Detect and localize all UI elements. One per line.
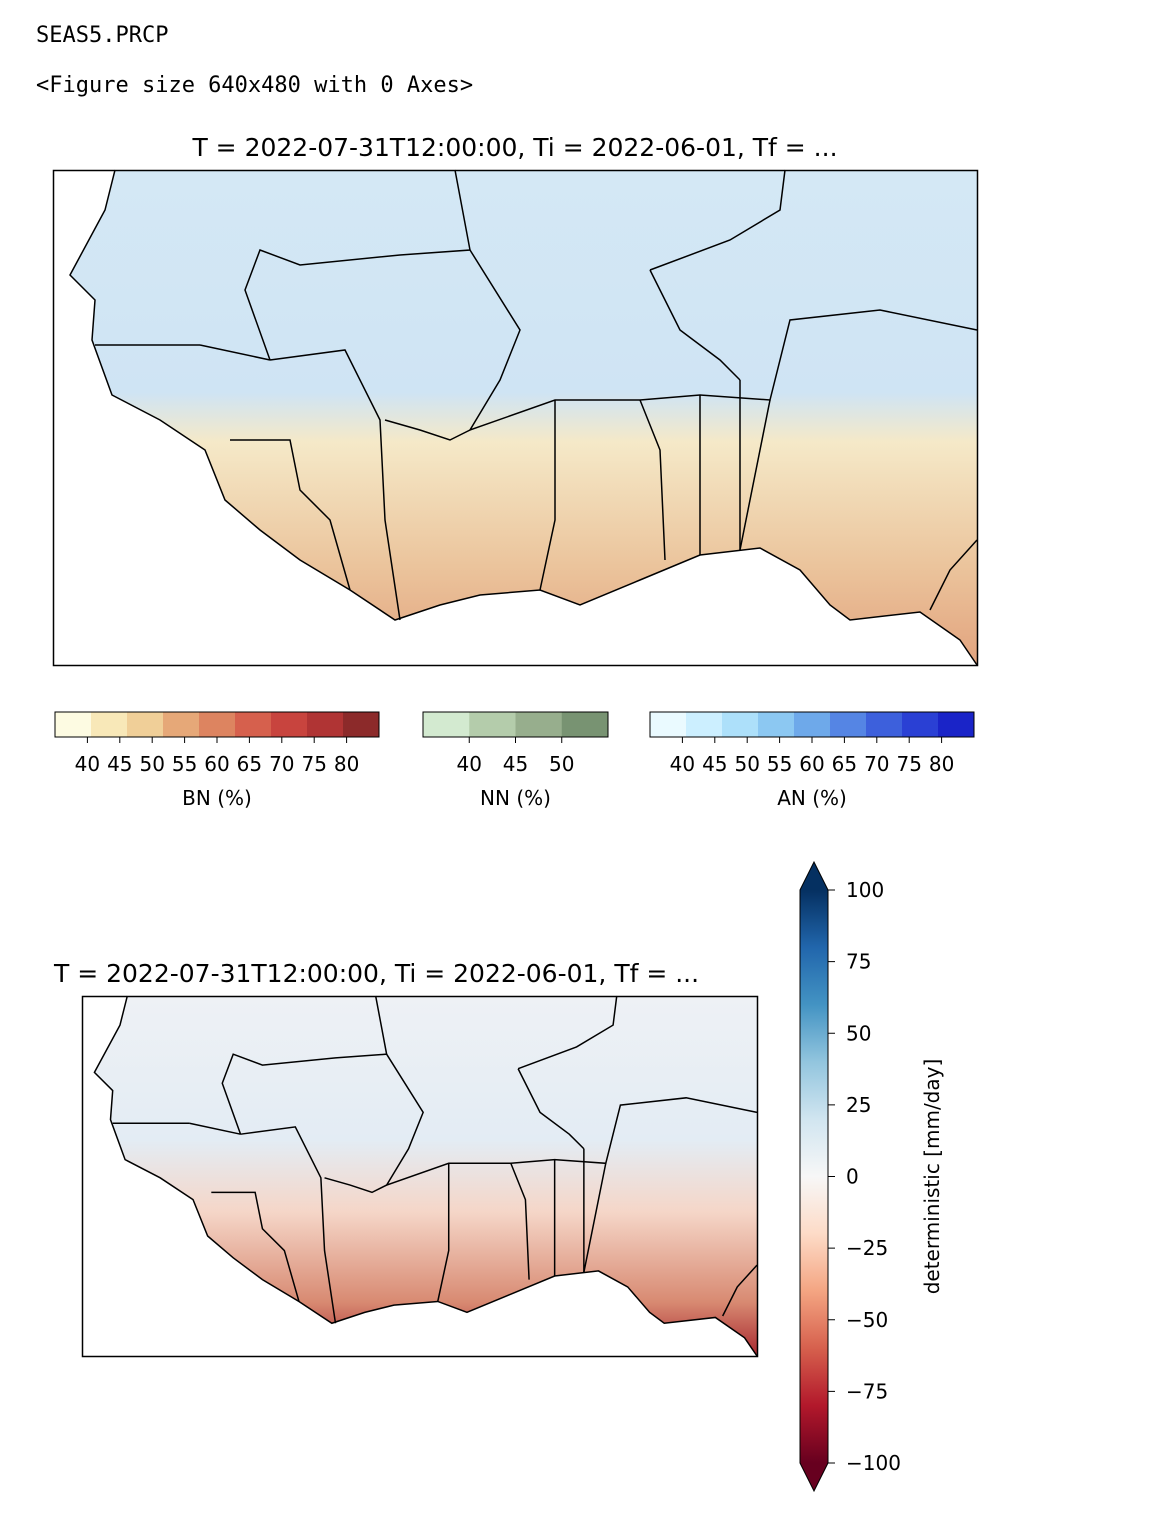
tick-label: 75 — [846, 950, 871, 974]
colorbar-cell — [163, 712, 200, 737]
tick-label: 55 — [172, 752, 197, 776]
colorbar-cell — [91, 712, 128, 737]
map-frame — [81, 995, 759, 1358]
border — [517, 995, 618, 1070]
colorbar-cell — [343, 712, 380, 737]
tick-label: 50 — [734, 752, 759, 776]
tick-label: −50 — [846, 1308, 888, 1332]
border — [929, 539, 978, 611]
colorbar-cell — [515, 712, 563, 737]
header-line: <Figure size 640x480 with 0 Axes> — [36, 73, 473, 98]
border — [199, 344, 271, 361]
border — [510, 1162, 530, 1280]
tick-label: 0 — [846, 1165, 859, 1189]
colorbar-extend — [800, 1463, 828, 1491]
tick-label: 45 — [107, 752, 132, 776]
tick-label: 50 — [549, 752, 574, 776]
tick-label: 65 — [237, 752, 262, 776]
colorbar-cell — [199, 712, 236, 737]
colorbar-extend — [800, 862, 828, 890]
tick-label: 25 — [846, 1093, 871, 1117]
colorbar-cell — [423, 712, 470, 737]
colorbar-body — [800, 890, 828, 1463]
map — [69, 169, 978, 666]
border — [649, 269, 741, 381]
tick-label: 55 — [767, 752, 792, 776]
border — [384, 419, 471, 441]
border — [649, 169, 786, 271]
tick-label: 45 — [702, 752, 727, 776]
tick-label: 40 — [457, 752, 482, 776]
border — [240, 1126, 337, 1324]
colorbar-cell — [650, 712, 687, 737]
land — [94, 996, 758, 1356]
tick-label: 50 — [846, 1021, 871, 1045]
colorbar-cell — [902, 712, 939, 737]
colorbar-label: deterministic [mm/day] — [920, 1059, 944, 1295]
colorbar-cell — [55, 712, 92, 737]
colorbar-cell — [686, 712, 723, 737]
tick-label: −25 — [846, 1236, 888, 1260]
tick-label: 50 — [139, 752, 164, 776]
colorbar-cell — [758, 712, 795, 737]
tick-label: −100 — [846, 1451, 901, 1475]
colorbar-label: NN (%) — [480, 786, 551, 810]
colorbar-cell — [794, 712, 831, 737]
tick-label: 70 — [269, 752, 294, 776]
tick-label: 80 — [929, 752, 954, 776]
tick-label: 70 — [864, 752, 889, 776]
colorbar-cell — [722, 712, 759, 737]
border — [517, 1068, 585, 1150]
tick-label: 60 — [204, 752, 229, 776]
colorbar-cell — [235, 712, 272, 737]
border — [583, 1163, 607, 1273]
border — [639, 399, 666, 561]
colorbar-cell — [938, 712, 975, 737]
tick-label: 65 — [832, 752, 857, 776]
border — [324, 1177, 387, 1194]
tick-label: 75 — [896, 752, 921, 776]
colorbar-cell — [307, 712, 344, 737]
border — [739, 399, 771, 551]
tick-label: 45 — [503, 752, 528, 776]
colorbar-cell — [561, 712, 609, 737]
border — [437, 1163, 450, 1302]
map-frame — [52, 169, 979, 667]
tick-label: 40 — [75, 752, 100, 776]
tick-label: 60 — [799, 752, 824, 776]
colorbar-cell — [866, 712, 903, 737]
tick-label: 40 — [670, 752, 695, 776]
land — [70, 170, 977, 665]
header-line: SEAS5.PRCP — [36, 23, 168, 48]
colorbar-cell — [271, 712, 308, 737]
coastline — [69, 169, 978, 666]
tick-label: −75 — [846, 1379, 888, 1403]
tick-label: 75 — [301, 752, 326, 776]
map-title: T = 2022-07-31T12:00:00, Ti = 2022-06-01… — [53, 959, 699, 988]
colorbar-cell — [830, 712, 867, 737]
map — [93, 995, 758, 1357]
colorbar-cell — [469, 712, 516, 737]
border — [721, 1264, 758, 1317]
border — [211, 1191, 300, 1302]
colorbar-cell — [127, 712, 164, 737]
coastline — [93, 995, 758, 1357]
border — [539, 400, 556, 591]
map-title: T = 2022-07-31T12:00:00, Ti = 2022-06-01… — [191, 133, 837, 162]
colorbar-label: AN (%) — [777, 786, 847, 810]
tick-label: 100 — [846, 878, 884, 902]
border — [230, 439, 351, 591]
tick-label: 80 — [334, 752, 359, 776]
border — [269, 349, 401, 621]
colorbar-label: BN (%) — [182, 786, 252, 810]
border — [189, 1122, 241, 1135]
